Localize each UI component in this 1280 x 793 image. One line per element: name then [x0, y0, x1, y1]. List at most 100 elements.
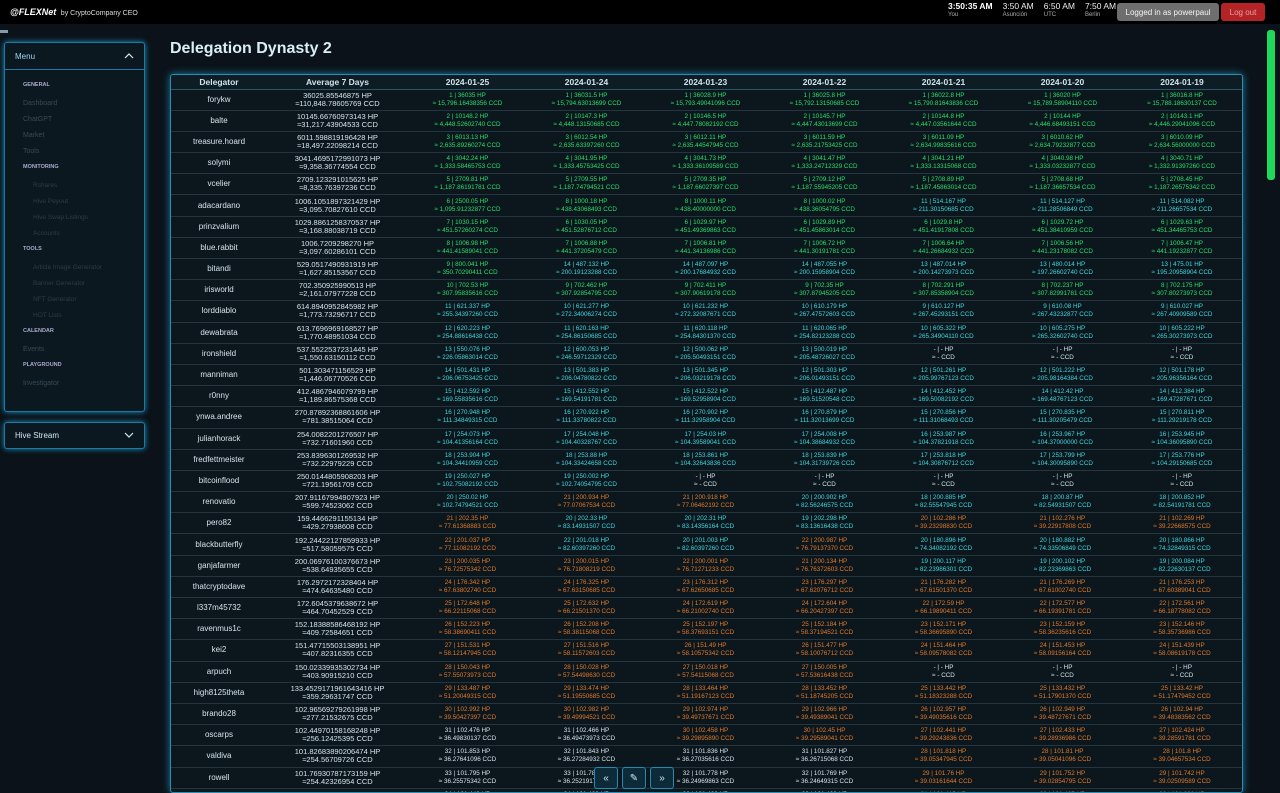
delegator-name[interactable]: ganjafarmer	[171, 554, 267, 577]
table-row[interactable]: balte 10145.66760973143 HP ≈31,217.4390453…	[171, 109, 1242, 132]
table-row[interactable]: ganjafarmer 200.06976100376673 HP ≈538.649…	[171, 554, 1242, 577]
delegator-name[interactable]: blue.rabbit	[171, 236, 267, 259]
column-header[interactable]: 2024-01-24	[527, 75, 646, 90]
column-header[interactable]: 2024-01-25	[408, 75, 527, 90]
delegator-name[interactable]: blackbutterfly	[171, 533, 267, 556]
delegator-name[interactable]: kei2	[171, 639, 267, 662]
delegator-name[interactable]: oscarps	[171, 724, 267, 746]
logout-button[interactable]: Log out	[1221, 3, 1265, 21]
logged-in-button[interactable]: Logged in as powerpaul	[1117, 3, 1219, 21]
menu-item[interactable]: HOT Lists	[33, 312, 62, 319]
table-row[interactable]: julianhorack 254.0082201276507 HP ≈732.716…	[171, 427, 1242, 450]
table-row[interactable]: blackbutterfly 192.24422127859933 HP ≈517.…	[171, 533, 1242, 556]
delegator-name[interactable]: brando28	[171, 702, 267, 725]
delegator-name[interactable]: solymi	[171, 152, 267, 174]
delegator-name[interactable]: manniman	[171, 363, 267, 386]
delegation-table-container[interactable]: Delegator Average 7 Days 2024-01-25 2024-01…	[170, 74, 1243, 793]
delegator-name[interactable]: renovatio	[171, 491, 267, 513]
page-scrollbar[interactable]	[1267, 30, 1275, 180]
table-row[interactable]: arpuch 150.02339935302734 HP ≈403.90915210…	[171, 660, 1242, 683]
table-row[interactable]: vcelier 2709.123291015625 HP ≈8,335.763972…	[171, 173, 1242, 195]
delegator-name[interactable]: valdiva	[171, 745, 267, 767]
menu-item[interactable]: Dashboard	[23, 100, 58, 107]
menu-item[interactable]: Investigator	[23, 380, 60, 387]
table-row[interactable]: irisworld 702.350925990513 HP ≈2,161.07977…	[171, 279, 1242, 301]
delegator-name[interactable]: pero82	[171, 512, 267, 534]
menu-item[interactable]: NFT Generator	[33, 296, 77, 303]
delegator-name[interactable]: fredfettmeister	[171, 448, 267, 471]
table-row[interactable]: forykw 36025.85546875 HP ≈110,848.78605769…	[171, 88, 1242, 111]
delegator-name[interactable]: vcelier	[171, 173, 267, 195]
delegator-name[interactable]: prinzvalium	[171, 215, 267, 238]
delegator-name[interactable]: forykw	[171, 88, 267, 111]
menu-item[interactable]: Accounts	[33, 230, 60, 237]
column-header[interactable]: Delegator	[171, 75, 267, 90]
delegator-name[interactable]: irisworld	[171, 279, 267, 301]
menu-item[interactable]: Banner Generator	[33, 280, 86, 287]
menu-item[interactable]: Events	[23, 346, 45, 353]
brand-logo[interactable]: @FLEXNet by CryptoCompany CEO	[10, 7, 138, 17]
table-row[interactable]: ironshield 537.5522537231445 HP ≈1,550.631…	[171, 342, 1242, 365]
table-row[interactable]: ravenmus1c 152.18388586468192 HP ≈409.7258…	[171, 618, 1242, 640]
table-row[interactable]: bitcoinflood 250.0144805908203 HP ≈721.195…	[171, 469, 1242, 492]
next-page-button[interactable]: »	[650, 767, 674, 789]
delegator-name[interactable]: thatcryptodave	[171, 575, 267, 598]
column-header[interactable]: 2024-01-22	[765, 75, 884, 90]
menu-item[interactable]: Article Image Generator	[33, 264, 103, 271]
column-header[interactable]: 2024-01-20	[1003, 75, 1122, 90]
table-row[interactable]: dewabrata 613.7696969168527 HP ≈1,770.4895…	[171, 321, 1242, 344]
table-row[interactable]: l337m45732 172.6045379638672 HP ≈464.70452…	[171, 596, 1242, 619]
delegator-name[interactable]: ynwa.andree	[171, 406, 267, 428]
table-row[interactable]: balvinder294101.42313141741107 HP≈253.55…	[171, 787, 1242, 792]
delegator-name[interactable]: balte	[171, 109, 267, 132]
delegator-name[interactable]: treasure.hoard	[171, 130, 267, 153]
delegator-name[interactable]: bitcoinflood	[171, 469, 267, 492]
table-row[interactable]: r0nny 412.4867946079799 HP ≈1,189.86575368…	[171, 385, 1242, 407]
delegator-name[interactable]: rowell	[171, 766, 267, 789]
prev-page-button[interactable]: «	[594, 767, 618, 789]
table-row[interactable]: fredfettmeister 253.8396301269532 HP ≈732.…	[171, 448, 1242, 471]
table-row[interactable]: bitandi 529.0517490931919 HP ≈1,627.851535…	[171, 257, 1242, 280]
delegator-name[interactable]: ravenmus1c	[171, 618, 267, 640]
menu-item[interactable]: Hive Swap Listings	[33, 214, 88, 221]
menu-toggle-icon[interactable]	[0, 30, 8, 33]
table-row[interactable]: thatcryptodave 176.2972172328404 HP ≈474.6…	[171, 575, 1242, 598]
table-row[interactable]: oscarps 102.44970158168248 HP ≈256.1242539…	[171, 724, 1242, 746]
menu-item[interactable]: Hive Peyout	[33, 198, 69, 205]
delegator-name[interactable]: ironshield	[171, 342, 267, 365]
table-row[interactable]: prinzvalium 1029.8861258370537 HP ≈3,168.8…	[171, 215, 1242, 238]
column-header[interactable]: 2024-01-21	[884, 75, 1003, 90]
table-row[interactable]: rowell 101.76930787173159 HP ≈254.42326954…	[171, 766, 1242, 789]
table-row[interactable]: high8125theta 133.4529171961643416 HP ≈359…	[171, 681, 1242, 704]
menu-item[interactable]: ChatGPT	[23, 116, 53, 123]
table-row[interactable]: valdiva 101.82683890206474 HP ≈254.5670972…	[171, 745, 1242, 767]
table-row[interactable]: solymi 3041.4695172991073 HP ≈9,358.367745…	[171, 152, 1242, 174]
delegator-name[interactable]: dewabrata	[171, 321, 267, 344]
column-header[interactable]: Average 7 Days	[267, 75, 408, 90]
table-row[interactable]: blue.rabbit 1006.7209298270 HP ≈3,097.6028…	[171, 236, 1242, 259]
delegator-name[interactable]: r0nny	[171, 385, 267, 407]
delegator-name[interactable]: l337m45732	[171, 596, 267, 619]
delegator-name[interactable]: balvinder294	[171, 787, 267, 792]
table-row[interactable]: ynwa.andree 270.87892368861606 HP ≈781.385…	[171, 406, 1242, 428]
table-row[interactable]: adacardano 1006.1051897321429 HP ≈3,095.70…	[171, 194, 1242, 217]
hive-stream-toggle[interactable]: Hive Stream	[4, 422, 145, 449]
delegator-name[interactable]: arpuch	[171, 660, 267, 683]
table-row[interactable]: pero82 159.4466291155134 HP ≈429.27938608 …	[171, 512, 1242, 534]
table-row[interactable]: kei2 151.47715503138951 HP ≈407.82316355 C…	[171, 639, 1242, 662]
edit-button[interactable]: ✎	[622, 767, 646, 789]
table-row[interactable]: treasure.hoard 6011.598819196428 HP ≈18,49…	[171, 130, 1242, 153]
delegator-name[interactable]: high8125theta	[171, 681, 267, 704]
column-header[interactable]: 2024-01-19	[1122, 75, 1242, 90]
delegator-name[interactable]: julianhorack	[171, 427, 267, 450]
table-row[interactable]: renovatio 207.91167994907923 HP ≈599.74523…	[171, 491, 1242, 513]
column-header[interactable]: 2024-01-23	[646, 75, 765, 90]
table-row[interactable]: lorddiablo 614.8940952845982 HP ≈1,773.732…	[171, 300, 1242, 323]
menu-item[interactable]: Tools	[23, 148, 40, 155]
delegator-name[interactable]: adacardano	[171, 194, 267, 217]
menu-item[interactable]: Market	[23, 132, 45, 139]
delegator-name[interactable]: bitandi	[171, 257, 267, 280]
delegator-name[interactable]: lorddiablo	[171, 300, 267, 323]
menu-header[interactable]: Menu	[5, 43, 144, 70]
menu-item[interactable]: Rshares	[33, 182, 58, 189]
